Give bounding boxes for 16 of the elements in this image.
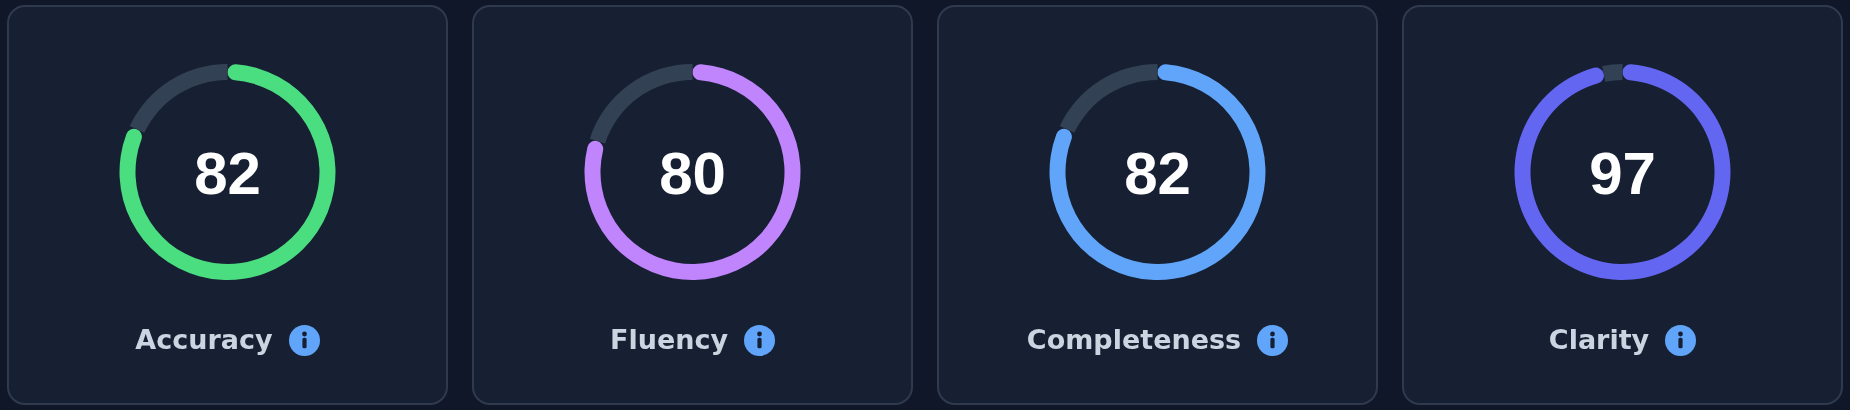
- donut-slice: [119, 64, 336, 280]
- donut-slice: [584, 64, 801, 280]
- data-label: 82: [194, 139, 261, 207]
- donut-slice: [1602, 64, 1623, 82]
- text: Completeness: [1026, 324, 1242, 356]
- donut-slice: [1049, 64, 1266, 280]
- text: Clarity: [1548, 324, 1650, 356]
- donut-slice: [589, 64, 693, 144]
- text: Fluency: [609, 324, 729, 356]
- data-label: 82: [1124, 139, 1191, 207]
- donut-slice: [1514, 64, 1731, 280]
- data-label: 80: [659, 139, 726, 207]
- donut-slice: [129, 64, 228, 133]
- donut-slice: [1059, 64, 1158, 133]
- text: Accuracy: [135, 324, 273, 356]
- data-label: 97: [1589, 139, 1656, 207]
